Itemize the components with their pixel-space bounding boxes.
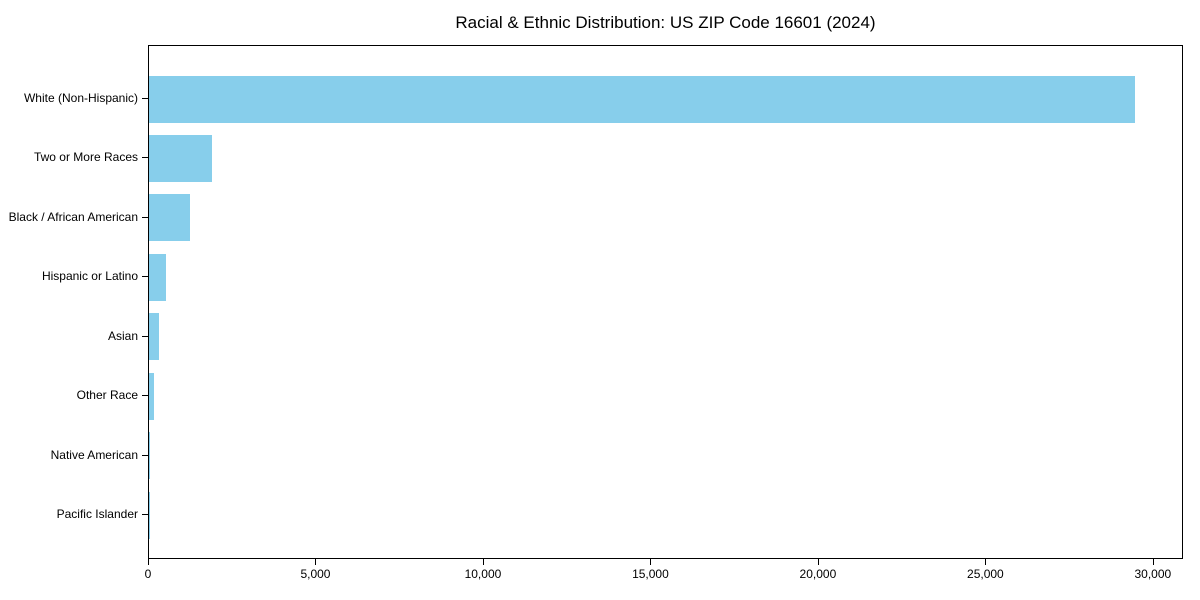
x-tick-mark: [650, 559, 652, 565]
x-tick-label-30000: 30,000: [1134, 567, 1172, 581]
y-tick-label-asian: Asian: [107, 328, 138, 343]
y-tick-mark: [142, 514, 148, 515]
plot-area: [148, 45, 1183, 559]
y-tick-label-black-african-american: Black / African American: [8, 209, 138, 224]
chart-title: Racial & Ethnic Distribution: US ZIP Cod…: [455, 13, 876, 32]
y-tick-label-two-or-more-races: Two or More Races: [33, 150, 138, 165]
y-tick-mark: [142, 98, 148, 99]
x-tick-mark: [1152, 559, 1154, 565]
y-tick-mark: [142, 216, 148, 218]
x-tick-label-0: 0: [144, 567, 152, 581]
y-tick-mark: [142, 454, 148, 456]
y-tick-label-hispanic-or-latino: Hispanic or Latino: [41, 269, 138, 284]
x-tick-mark: [817, 559, 819, 565]
y-tick-label-white-non-hispanic: White (Non-Hispanic): [23, 91, 138, 105]
y-tick-mark: [142, 276, 148, 278]
y-tick-label-pacific-islander: Pacific Islander: [56, 507, 138, 521]
y-tick-mark: [142, 395, 148, 397]
bar-native-american: [149, 432, 150, 480]
y-tick-label-other-race: Other Race: [76, 388, 138, 403]
x-tick-mark: [985, 559, 987, 565]
bar-other-race: [149, 372, 154, 420]
y-tick-mark: [142, 157, 148, 159]
bar-asian: [149, 313, 160, 361]
bar-two-or-more-races: [149, 134, 212, 182]
x-tick-label-5000: 5,000: [300, 567, 331, 581]
x-tick-label-10000: 10,000: [464, 567, 502, 581]
y-tick-label-native-american: Native American: [50, 447, 138, 462]
x-tick-label-20000: 20,000: [799, 567, 837, 581]
x-tick-label-15000: 15,000: [632, 567, 669, 581]
x-tick-mark: [148, 559, 149, 565]
bar-black-african-american: [149, 194, 191, 242]
bar-white-non-hispanic: [149, 75, 1136, 123]
x-tick-label-25000: 25,000: [967, 567, 1004, 581]
y-tick-mark: [142, 335, 148, 337]
x-tick-mark: [315, 559, 317, 565]
x-tick-mark: [482, 559, 484, 565]
bar-hispanic-or-latino: [149, 253, 167, 301]
